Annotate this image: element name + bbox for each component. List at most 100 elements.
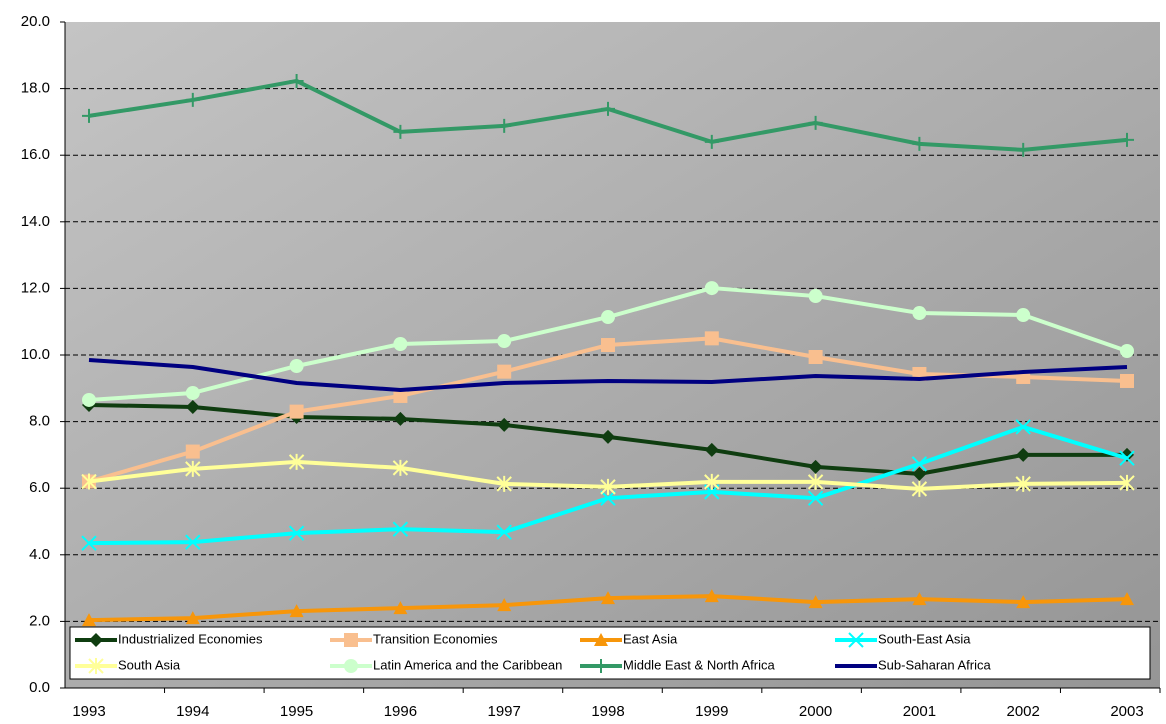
- marker: [496, 524, 512, 540]
- marker: [82, 613, 96, 627]
- x-tick-label: 1997: [488, 703, 521, 720]
- legend-label: East Asia: [623, 631, 678, 646]
- y-tick-label: 16.0: [21, 146, 50, 163]
- marker: [911, 456, 928, 472]
- legend-label: Sub-Saharan Africa: [878, 657, 992, 672]
- legend-label: South Asia: [118, 657, 181, 672]
- marker: [808, 115, 823, 130]
- x-tick-label: 1994: [176, 703, 209, 720]
- marker: [911, 480, 928, 497]
- y-tick-label: 8.0: [29, 413, 50, 430]
- marker: [1016, 595, 1031, 609]
- marker: [185, 399, 200, 414]
- marker: [185, 92, 200, 107]
- marker: [912, 592, 927, 606]
- marker: [600, 478, 616, 495]
- marker: [848, 632, 864, 648]
- y-tick-label: 6.0: [29, 479, 50, 496]
- marker: [497, 364, 512, 379]
- marker: [288, 453, 305, 470]
- marker: [601, 338, 615, 353]
- marker: [185, 611, 200, 625]
- marker: [344, 659, 358, 673]
- marker: [808, 595, 823, 609]
- marker: [497, 334, 512, 349]
- marker: [912, 466, 927, 481]
- x-tick-label: 1995: [280, 703, 313, 720]
- marker: [807, 473, 824, 490]
- marker: [496, 475, 512, 492]
- marker: [912, 136, 927, 151]
- marker: [704, 331, 719, 346]
- marker: [601, 591, 615, 605]
- marker: [393, 337, 408, 352]
- marker: [601, 101, 615, 116]
- marker: [88, 658, 104, 674]
- marker: [185, 534, 201, 550]
- x-tick-label: 2000: [799, 703, 832, 720]
- marker: [185, 385, 200, 400]
- x-tick-label: 2002: [1007, 703, 1040, 720]
- marker: [1120, 344, 1134, 359]
- marker: [1120, 132, 1134, 147]
- marker: [1015, 475, 1031, 492]
- marker: [344, 633, 358, 647]
- legend-label: Middle East & North Africa: [623, 657, 775, 672]
- y-tick-label: 18.0: [21, 80, 50, 97]
- marker: [289, 604, 304, 618]
- marker: [89, 633, 103, 647]
- marker: [289, 358, 304, 373]
- marker: [393, 411, 408, 426]
- legend-label: Transition Economies: [373, 631, 498, 646]
- marker: [497, 118, 512, 133]
- legend-box: [69, 626, 1151, 680]
- y-tick-label: 20.0: [21, 13, 50, 30]
- y-tick-label: 4.0: [29, 546, 50, 563]
- marker: [1016, 142, 1031, 157]
- marker: [704, 442, 719, 457]
- marker: [497, 417, 512, 432]
- marker: [393, 388, 408, 403]
- y-tick-label: 12.0: [21, 279, 50, 296]
- marker: [704, 589, 719, 603]
- legend: Industrialized Economies Transition Econo…: [69, 626, 1151, 680]
- x-tick-label: 1996: [384, 703, 417, 720]
- marker: [393, 601, 408, 615]
- marker: [600, 490, 616, 506]
- legend-label: Latin America and the Caribbean: [373, 657, 562, 672]
- marker: [601, 429, 615, 444]
- marker: [1120, 373, 1134, 388]
- marker: [185, 460, 201, 477]
- marker: [1119, 474, 1135, 491]
- x-tick-label: 1999: [695, 703, 728, 720]
- marker: [392, 521, 409, 537]
- marker: [82, 108, 96, 123]
- legend-label: Industrialized Economies: [118, 631, 263, 646]
- x-tick-label: 2001: [903, 703, 936, 720]
- marker: [392, 459, 409, 476]
- marker: [807, 490, 824, 506]
- x-tick-label: 1998: [591, 703, 624, 720]
- marker: [808, 349, 823, 364]
- marker: [594, 633, 608, 646]
- marker: [497, 598, 512, 612]
- marker: [912, 306, 927, 321]
- y-tick-label: 14.0: [21, 213, 50, 230]
- marker: [808, 289, 823, 304]
- marker: [1016, 447, 1031, 462]
- series-line: [88, 357, 1128, 392]
- marker: [1016, 308, 1031, 323]
- marker: [1015, 419, 1031, 435]
- marker: [82, 392, 96, 407]
- marker: [81, 473, 97, 490]
- x-tick-label: 2003: [1110, 703, 1143, 720]
- marker: [289, 404, 304, 419]
- marker: [289, 73, 304, 88]
- marker: [704, 281, 719, 296]
- marker: [594, 659, 608, 673]
- marker: [393, 124, 408, 139]
- marker: [808, 459, 823, 474]
- marker: [601, 310, 615, 325]
- marker: [288, 525, 305, 541]
- marker: [1119, 450, 1135, 466]
